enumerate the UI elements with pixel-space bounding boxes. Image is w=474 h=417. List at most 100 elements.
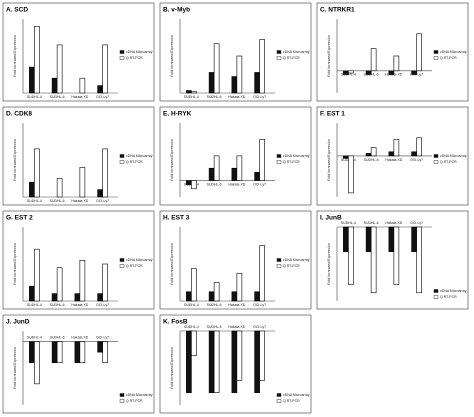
bar: [393, 226, 400, 285]
bar: [79, 341, 86, 364]
panel-title: A. SCD: [6, 7, 28, 14]
y-axis-label: Fold Increased Expression: [170, 347, 174, 388]
bar: [34, 248, 40, 302]
panel-title: F. EST 1: [320, 111, 345, 118]
bar: [411, 151, 417, 157]
bar: [208, 291, 215, 302]
panel-title: E. H-RYK: [163, 111, 192, 118]
bar: [186, 330, 192, 393]
x-tick-label: SUDHL-6: [50, 335, 65, 339]
legend-label: cDNA Microarray: [440, 154, 467, 158]
x-tick-label: SUDHL-6: [207, 182, 222, 186]
panel-title: D. CDK8: [6, 111, 32, 118]
bar: [393, 55, 400, 72]
y-axis-label: Fold Increased Expression: [170, 139, 174, 180]
bar: [56, 341, 63, 364]
bar: [102, 44, 108, 94]
bar: [213, 282, 220, 302]
x-tick-label: OCI-Ly7: [253, 303, 266, 307]
panel-title: I. JunB: [320, 215, 342, 222]
y-axis-label: Fold Increased Expression: [13, 347, 17, 388]
bar: [236, 155, 243, 181]
legend-label: cDNA Microarray: [283, 393, 310, 397]
y-axis-label: Fold Increased Expression: [170, 243, 174, 284]
bar: [29, 66, 35, 94]
x-tick-label: SUDHL-4: [184, 303, 199, 307]
x-tick-label: SUDHL-6: [50, 95, 65, 99]
x-tick-label: Hakata XD: [228, 303, 245, 307]
x-tick-label: Hakata XD: [228, 325, 245, 329]
legend-swatch: [433, 56, 439, 60]
y-axis-label: Fold Increased Expression: [13, 243, 17, 284]
x-tick-label: OCI-Ly7: [253, 95, 266, 99]
panel-title: G. EST 2: [6, 215, 33, 222]
legend-label: cDNA Microarray: [126, 258, 153, 262]
legend-swatch: [433, 295, 439, 299]
x-tick-label: SUDHL-4: [184, 95, 199, 99]
bar: [56, 44, 63, 94]
bar: [370, 226, 377, 294]
legend-label: Q RT-PCR: [126, 56, 143, 60]
bar: [97, 341, 103, 353]
legend-swatch: [119, 160, 125, 164]
bar: [208, 72, 215, 94]
legend-swatch: [119, 56, 125, 60]
bar: [388, 70, 395, 75]
bar: [416, 137, 422, 157]
legend-swatch: [119, 258, 125, 262]
legend-swatch: [119, 154, 125, 158]
x-tick-label: Hakata XD: [71, 335, 88, 339]
legend-label: cDNA Microarray: [126, 393, 153, 397]
bar: [29, 285, 35, 302]
legend-swatch: [276, 160, 282, 164]
panel-title: J. JunD: [6, 319, 30, 326]
bar: [97, 189, 103, 198]
bar: [416, 33, 422, 72]
x-tick-label: SUDHL-6: [364, 221, 379, 225]
bar: [186, 90, 192, 94]
x-tick-label: Hakata XD: [385, 158, 402, 162]
bar: [231, 330, 238, 393]
panel: [316, 2, 469, 102]
bar: [102, 148, 108, 198]
x-tick-label: SUDHL-4: [27, 303, 42, 307]
bar: [365, 226, 372, 252]
legend-swatch: [276, 399, 282, 403]
x-tick-label: SUDHL-6: [50, 199, 65, 203]
bar: [231, 291, 238, 302]
legend-swatch: [276, 154, 282, 158]
legend-label: cDNA Microarray: [440, 50, 467, 54]
panel: [2, 2, 155, 102]
legend-swatch: [119, 264, 125, 268]
legend-label: Q RT-PCR: [440, 56, 457, 60]
legend-label: cDNA Microarray: [283, 50, 310, 54]
bar: [34, 341, 40, 385]
bar: [231, 167, 238, 181]
panel-title: C. NTRKR1: [320, 7, 355, 14]
legend-label: Q RT-PCR: [283, 56, 300, 60]
bar: [191, 180, 197, 190]
x-tick-label: SUDHL-4: [27, 95, 42, 99]
x-tick-label: SUDHL-4: [27, 199, 42, 203]
bar: [343, 155, 349, 159]
legend-swatch: [119, 399, 125, 403]
legend-label: Q RT-PCR: [283, 160, 300, 164]
y-axis-label: Fold Increased Expression: [13, 35, 17, 76]
bar: [370, 48, 377, 72]
legend-label: cDNA Microarray: [283, 154, 310, 158]
x-tick-label: Hakata XD: [71, 199, 88, 203]
bar: [254, 72, 260, 94]
bar: [191, 91, 197, 94]
legend-label: cDNA Microarray: [440, 289, 467, 293]
legend-label: cDNA Microarray: [283, 258, 310, 262]
legend-label: cDNA Microarray: [126, 50, 153, 54]
x-tick-label: SUDHL-6: [207, 95, 222, 99]
panel-title: B. v-Myb: [163, 7, 190, 14]
bar: [74, 341, 81, 364]
legend-label: Q RT-PCR: [126, 160, 143, 164]
legend-swatch: [119, 393, 125, 397]
bar: [208, 167, 215, 181]
y-axis-label: Fold Increased Expression: [327, 35, 331, 76]
bar: [186, 291, 192, 302]
bar: [259, 245, 265, 302]
